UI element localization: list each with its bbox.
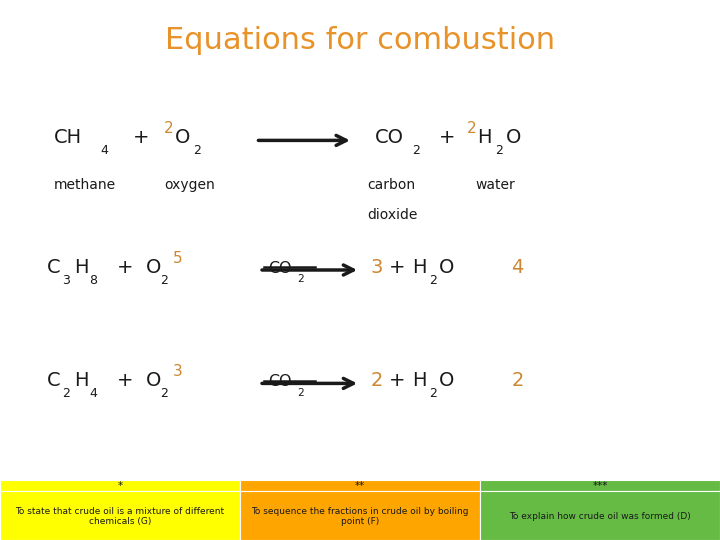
Text: 2: 2 — [511, 371, 523, 390]
Text: 2: 2 — [495, 144, 503, 157]
Text: C: C — [47, 371, 60, 390]
Bar — [0, 491, 240, 540]
Text: O: O — [175, 128, 190, 147]
Text: 4: 4 — [89, 387, 97, 400]
Text: +: + — [389, 258, 405, 276]
Text: CO: CO — [269, 261, 292, 276]
Text: +: + — [133, 128, 150, 147]
Bar — [480, 491, 720, 540]
Text: 2: 2 — [467, 122, 476, 137]
Text: H: H — [74, 371, 89, 390]
Bar — [240, 491, 480, 540]
Text: To explain how crude oil was formed (D): To explain how crude oil was formed (D) — [509, 512, 691, 521]
Text: 2: 2 — [429, 273, 437, 287]
Text: 2: 2 — [371, 371, 383, 390]
Text: 3: 3 — [173, 364, 183, 380]
Text: 2: 2 — [297, 274, 304, 285]
Text: 3: 3 — [371, 258, 383, 276]
Text: CO: CO — [374, 128, 403, 147]
Text: +: + — [117, 371, 133, 390]
Text: To state that crude oil is a mixture of different
chemicals (G): To state that crude oil is a mixture of … — [15, 507, 225, 526]
Text: CH: CH — [54, 128, 82, 147]
Text: O: O — [145, 371, 161, 390]
Text: O: O — [439, 371, 454, 390]
Text: H: H — [413, 258, 427, 276]
Text: H: H — [74, 258, 89, 276]
Bar — [0, 480, 240, 491]
Text: CO: CO — [269, 374, 292, 389]
Text: **: ** — [355, 481, 365, 491]
Text: H: H — [413, 371, 427, 390]
Text: H: H — [477, 128, 492, 147]
Text: dioxide: dioxide — [367, 208, 418, 222]
Text: Equations for combustion: Equations for combustion — [165, 26, 555, 55]
Text: 4: 4 — [511, 258, 523, 276]
Text: 5: 5 — [173, 251, 182, 266]
Text: methane: methane — [54, 178, 116, 192]
Text: O: O — [506, 128, 521, 147]
Text: 4: 4 — [101, 144, 109, 157]
Text: 2: 2 — [297, 388, 304, 398]
Text: 2: 2 — [161, 273, 168, 287]
Text: 2: 2 — [193, 144, 201, 157]
Text: 2: 2 — [413, 144, 420, 157]
Text: O: O — [439, 258, 454, 276]
Text: +: + — [117, 258, 133, 276]
Bar — [240, 480, 480, 491]
Text: 2: 2 — [429, 387, 437, 400]
Text: 2: 2 — [164, 122, 174, 137]
Text: ***: *** — [593, 481, 608, 491]
Text: 2: 2 — [161, 387, 168, 400]
Text: *: * — [117, 481, 122, 491]
Text: +: + — [439, 128, 456, 147]
Text: water: water — [475, 178, 515, 192]
Text: 2: 2 — [62, 387, 70, 400]
Text: +: + — [389, 371, 405, 390]
Text: 8: 8 — [89, 273, 97, 287]
Text: oxygen: oxygen — [164, 178, 215, 192]
Text: To sequence the fractions in crude oil by boiling
point (F): To sequence the fractions in crude oil b… — [251, 507, 469, 526]
Text: C: C — [47, 258, 60, 276]
Text: 3: 3 — [62, 273, 70, 287]
Bar — [480, 480, 720, 491]
Text: carbon: carbon — [367, 178, 415, 192]
Text: O: O — [145, 258, 161, 276]
